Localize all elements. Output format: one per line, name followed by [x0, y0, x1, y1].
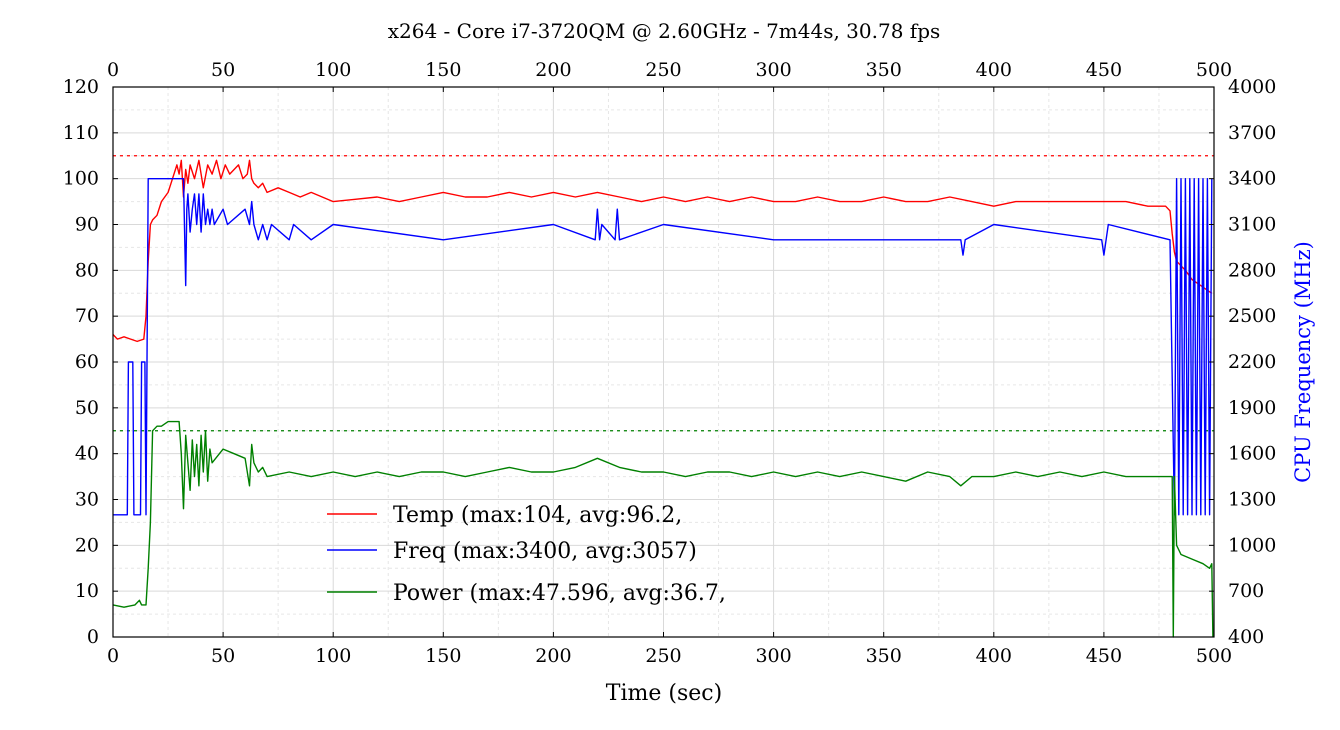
x-tick-label: 500: [1196, 645, 1232, 667]
y-right-tick-label: 1300: [1228, 489, 1276, 511]
y-left-tick-label: 120: [63, 76, 99, 98]
x-tick-label: 50: [211, 645, 235, 667]
series-line: [112, 159, 1213, 343]
x-tick-label-top: 150: [425, 59, 461, 81]
y-left-tick-label: 20: [75, 534, 99, 556]
reference-lines: [113, 155, 1214, 432]
y-left-tick-label: 110: [63, 122, 99, 144]
y-right-tick-label: 2800: [1228, 259, 1276, 281]
y-left-tick-label: 10: [75, 580, 99, 602]
y-right-tick-label: 400: [1228, 626, 1264, 648]
y-right-tick-label: 1000: [1228, 534, 1276, 556]
x-tick-label-top: 200: [535, 59, 571, 81]
series-line: [112, 420, 1214, 638]
y-right-tick-label: 2200: [1228, 351, 1276, 373]
y-left-tick-label: 100: [63, 168, 99, 190]
y-right-tick-label: 1600: [1228, 443, 1276, 465]
y-left-tick-label: 0: [87, 626, 99, 648]
x-tick-label-top: 250: [645, 59, 681, 81]
x-tick-label-top: 300: [755, 59, 791, 81]
x-tick-label-top: 450: [1086, 59, 1122, 81]
x-tick-label: 300: [755, 645, 791, 667]
y-right-tick-label: 4000: [1228, 76, 1276, 98]
x-tick-label: 100: [315, 645, 351, 667]
y-left-tick-label: 90: [75, 214, 99, 236]
y-left-tick-label: 70: [75, 305, 99, 327]
y-left-tick-label: 50: [75, 397, 99, 419]
x-tick-label-top: 100: [315, 59, 351, 81]
y-right-tick-label: 700: [1228, 580, 1264, 602]
y-right-tick-label: 3400: [1228, 168, 1276, 190]
y-right-tick-label: 2500: [1228, 305, 1276, 327]
y-left-tick-label: 30: [75, 489, 99, 511]
x-tick-label: 0: [107, 645, 119, 667]
y-left-tick-label: 60: [75, 351, 99, 373]
x-tick-label: 350: [866, 645, 902, 667]
x-tick-label: 400: [976, 645, 1012, 667]
series-line: [113, 177, 1213, 516]
plot-frame: [112, 86, 1215, 638]
y-left-tick-label: 40: [75, 443, 99, 465]
y-left-tick-label: 80: [75, 259, 99, 281]
x-tick-label: 200: [535, 645, 571, 667]
x-tick-label-top: 0: [107, 59, 119, 81]
chart-title: x264 - Core i7-3720QM @ 2.60GHz - 7m44s,…: [388, 19, 941, 43]
legend: Temp (max:104, avg:96.2, Freq (max:3400, …: [327, 503, 726, 606]
legend-label: Power (max:47.596, avg:36.7,: [393, 581, 726, 606]
legend-label: Temp (max:104, avg:96.2,: [393, 503, 682, 528]
x-tick-label: 250: [645, 645, 681, 667]
y-right-tick-label: 3700: [1228, 122, 1276, 144]
right-axis-label: CPU Frequency (MHz): [1291, 241, 1315, 483]
legend-label: Freq (max:3400, avg:3057): [393, 539, 697, 564]
x-axis-label: Time (sec): [606, 681, 722, 706]
y-right-tick-label: 1900: [1228, 397, 1276, 419]
tick-labels: 0050501001001501502002002502503003003503…: [63, 59, 1277, 667]
x-tick-label-top: 50: [211, 59, 235, 81]
series-layer: [112, 159, 1214, 638]
x-tick-label-top: 400: [976, 59, 1012, 81]
x-tick-label: 150: [425, 645, 461, 667]
x-tick-label-top: 350: [866, 59, 902, 81]
x-tick-label-top: 500: [1196, 59, 1232, 81]
y-right-tick-label: 3100: [1228, 214, 1276, 236]
x-tick-label: 450: [1086, 645, 1122, 667]
